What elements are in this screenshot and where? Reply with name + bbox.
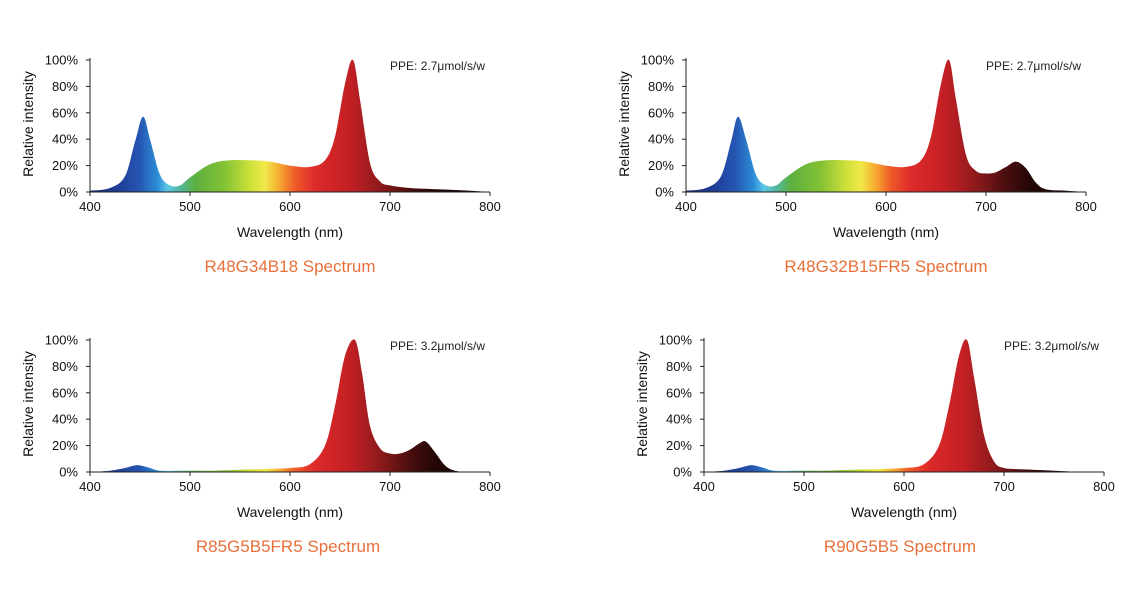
- x-tick-label: 500: [179, 479, 201, 494]
- y-tick-label: 40%: [52, 132, 78, 147]
- y-tick-label: 0%: [59, 465, 78, 480]
- x-tick-label: 400: [79, 479, 101, 494]
- spectrum-title-2: R48G32B15FR5 Spectrum: [784, 257, 988, 276]
- ppe-annotation: PPE: 3.2μmol/s/w: [390, 339, 485, 353]
- x-tick-label: 700: [379, 479, 401, 494]
- spectrum-area: [90, 339, 490, 472]
- y-tick-label: 40%: [666, 412, 692, 427]
- ppe-annotation: PPE: 3.2μmol/s/w: [1004, 339, 1099, 353]
- x-tick-label: 800: [479, 479, 501, 494]
- x-axis-label: Wavelength (nm): [833, 224, 939, 240]
- spectrum-chart-3: 0% 20% 40% 60% 80% 100% 400 500 600 700 800 Wavelen…: [20, 333, 501, 521]
- y-tick-label: 80%: [52, 359, 78, 374]
- spectrum-chart-4: 0% 20% 40% 60% 80% 100% 400 500 600 700 800 Wavelen…: [634, 333, 1115, 521]
- y-tick-label: 0%: [673, 465, 692, 480]
- spectrum-panel-1: 0% 20% 40% 60% 80% 100% 400 500 600 700 800 Wavelen…: [0, 40, 540, 310]
- x-tick-label: 400: [675, 199, 697, 214]
- y-axis-label: Relative intensity: [20, 71, 36, 177]
- y-tick-label: 60%: [52, 105, 78, 120]
- spectrum-chart-2: 0% 20% 40% 60% 80% 100% 400 500 600 700 800 Wavelen…: [616, 53, 1097, 241]
- y-tick-label: 80%: [52, 79, 78, 94]
- y-tick-label: 40%: [52, 412, 78, 427]
- y-axis-label: Relative intensity: [616, 71, 632, 177]
- x-tick-label: 600: [279, 199, 301, 214]
- y-tick-label: 60%: [648, 105, 674, 120]
- y-tick-label: 80%: [666, 359, 692, 374]
- x-axis-label: Wavelength (nm): [237, 224, 343, 240]
- spectrum-area: [686, 59, 1086, 193]
- x-tick-label: 800: [479, 199, 501, 214]
- y-tick-label: 80%: [648, 79, 674, 94]
- x-tick-label: 400: [79, 199, 101, 214]
- spectrum-area: [90, 59, 490, 193]
- ppe-annotation: PPE: 2.7μmol/s/w: [986, 59, 1081, 73]
- x-tick-label: 500: [775, 199, 797, 214]
- x-tick-label: 500: [179, 199, 201, 214]
- spectrum-title-3: R85G5B5FR5 Spectrum: [195, 537, 381, 556]
- y-axis-label: Relative intensity: [634, 351, 650, 457]
- y-tick-label: 20%: [666, 438, 692, 453]
- x-tick-label: 500: [793, 479, 815, 494]
- x-tick-label: 600: [279, 479, 301, 494]
- spectrum-area: [704, 339, 1104, 472]
- y-tick-label: 20%: [52, 438, 78, 453]
- x-tick-label: 600: [893, 479, 915, 494]
- x-tick-label: 700: [379, 199, 401, 214]
- y-tick-label: 60%: [666, 385, 692, 400]
- y-tick-label: 100%: [641, 53, 675, 68]
- x-axis-label: Wavelength (nm): [851, 504, 957, 520]
- y-tick-label: 40%: [648, 132, 674, 147]
- x-tick-label: 800: [1075, 199, 1097, 214]
- y-tick-label: 20%: [52, 158, 78, 173]
- spectrum-chart-1: 0% 20% 40% 60% 80% 100% 400 500 600 700 800 Wavelen…: [20, 53, 501, 241]
- spectrum-panel-3: 0% 20% 40% 60% 80% 100% 400 500 600 700 800 Wavelen…: [0, 320, 540, 590]
- x-tick-label: 700: [975, 199, 997, 214]
- y-tick-label: 100%: [659, 333, 693, 348]
- y-tick-label: 60%: [52, 385, 78, 400]
- x-axis-label: Wavelength (nm): [237, 504, 343, 520]
- spectrum-title-1: R48G34B18 Spectrum: [204, 257, 376, 276]
- y-tick-label: 20%: [648, 158, 674, 173]
- y-tick-label: 100%: [45, 53, 79, 68]
- y-tick-label: 100%: [45, 333, 79, 348]
- x-tick-label: 600: [875, 199, 897, 214]
- x-tick-label: 800: [1093, 479, 1115, 494]
- ppe-annotation: PPE: 2.7μmol/s/w: [390, 59, 485, 73]
- spectrum-panel-2: 0% 20% 40% 60% 80% 100% 400 500 600 700 800 Wavelen…: [596, 40, 1136, 310]
- y-tick-label: 0%: [59, 185, 78, 200]
- y-axis-label: Relative intensity: [20, 351, 36, 457]
- x-tick-label: 700: [993, 479, 1015, 494]
- y-tick-label: 0%: [655, 185, 674, 200]
- spectrum-title-4: R90G5B5 Spectrum: [823, 537, 977, 556]
- spectrum-panel-4: 0% 20% 40% 60% 80% 100% 400 500 600 700 800 Wavelen…: [614, 320, 1140, 590]
- x-tick-label: 400: [693, 479, 715, 494]
